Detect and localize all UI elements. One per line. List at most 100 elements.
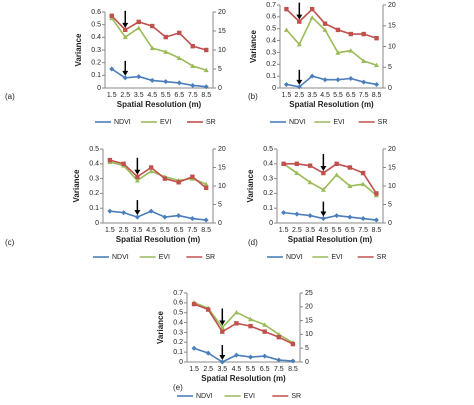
marker: [205, 307, 211, 312]
marker: [136, 25, 142, 30]
marker: [360, 216, 366, 222]
x-tick-label: 3.5: [307, 92, 317, 99]
marker: [176, 55, 182, 60]
marker: [150, 23, 155, 29]
marker: [281, 210, 287, 216]
marker: [204, 47, 209, 53]
marker: [190, 82, 196, 88]
y2-tick-label: 10: [388, 183, 396, 190]
y2-tick-label: 5: [218, 66, 222, 73]
x-tick-label: 5.5: [246, 366, 256, 373]
y-tick-label: 0.5: [266, 26, 276, 33]
y-tick-label: 0.1: [263, 205, 273, 212]
marker: [290, 341, 296, 347]
marker: [309, 6, 315, 12]
y-tick-label: 0.2: [266, 61, 276, 68]
legend-label: EVI: [159, 254, 170, 261]
arrow-head: [122, 70, 129, 76]
marker: [347, 165, 353, 170]
x-tick-label: 8.5: [372, 92, 382, 99]
marker: [276, 357, 282, 363]
marker: [162, 176, 168, 181]
marker: [276, 334, 282, 340]
x-tick-label: 2.5: [292, 227, 302, 234]
legend-label: SR: [291, 393, 301, 400]
marker: [374, 191, 379, 196]
series-line: [111, 15, 207, 51]
marker: [348, 31, 354, 37]
x-tick-label: 5.5: [160, 227, 170, 234]
x-tick-label: 2.5: [294, 92, 304, 99]
y-tick-label: 0.5: [91, 22, 101, 29]
y-axis-title: Variance: [74, 33, 83, 66]
marker: [163, 49, 169, 54]
arrow-head: [122, 22, 129, 28]
y2-tick-label: 10: [218, 183, 226, 190]
marker: [163, 79, 169, 85]
marker: [347, 183, 353, 188]
marker: [335, 77, 341, 83]
x-tick-label: 3.5: [134, 92, 144, 99]
y2-tick-label: 25: [305, 290, 313, 297]
legend-label: NDVI: [114, 119, 131, 126]
marker: [135, 174, 140, 179]
marker: [134, 177, 140, 183]
x-axis-title: Spatial Resolution (m): [201, 374, 286, 383]
y-tick-label: 0: [97, 85, 101, 92]
y2-tick-label: 20: [218, 9, 226, 16]
x-axis-title: Spatial Resolution (m): [116, 235, 201, 244]
y-tick-label: 0.2: [91, 60, 101, 67]
marker: [148, 168, 154, 174]
marker: [134, 214, 140, 220]
x-tick-label: 1.5: [282, 92, 292, 99]
series-line: [193, 347, 293, 363]
marker: [296, 84, 302, 90]
arrow-head: [134, 169, 141, 175]
marker: [347, 214, 353, 220]
x-axis-title: Spatial Resolution (m): [288, 235, 373, 244]
y-tick-label: 0.4: [266, 37, 276, 44]
y-tick-label: 0.6: [266, 14, 276, 21]
series-line: [109, 210, 207, 221]
y-tick-label: 0: [272, 85, 276, 92]
marker: [191, 301, 197, 307]
x-tick-label: 7.5: [359, 92, 369, 99]
marker: [262, 353, 268, 359]
x-axis-title: Spatial Resolution (m): [289, 100, 374, 109]
y-tick-label: 0.1: [91, 72, 101, 79]
marker: [248, 323, 253, 329]
marker: [122, 34, 128, 40]
marker: [248, 316, 254, 322]
marker: [374, 36, 379, 41]
marker: [361, 31, 366, 37]
x-tick-label: 3.5: [305, 227, 315, 234]
y-tick-label: 0.2: [173, 339, 183, 346]
legend-label: SR: [206, 119, 216, 126]
legend-label: NDVI: [289, 119, 306, 126]
legend-label: NDVI: [112, 254, 129, 261]
marker: [149, 45, 155, 51]
y-tick-label: 0.7: [266, 2, 276, 9]
marker: [163, 34, 168, 40]
y2-tick-label: 10: [218, 47, 226, 54]
y-tick-label: 0.3: [266, 49, 276, 56]
marker: [296, 41, 302, 47]
x-tick-label: 8.5: [201, 227, 211, 234]
x-tick-label: 6.5: [174, 227, 184, 234]
panel-label: (a): [5, 92, 15, 101]
y2-tick-label: 15: [218, 164, 226, 171]
y-tick-label: 0.4: [173, 319, 183, 326]
marker: [248, 354, 254, 360]
x-tick-label: 2.5: [203, 366, 213, 373]
x-tick-label: 8.5: [372, 227, 382, 234]
marker: [233, 309, 239, 315]
y2-tick-label: 5: [218, 201, 222, 208]
marker: [136, 19, 141, 25]
marker: [109, 66, 115, 72]
marker: [283, 81, 289, 87]
marker: [322, 21, 328, 26]
series-line: [193, 303, 294, 345]
marker: [203, 84, 209, 90]
marker: [121, 210, 127, 216]
